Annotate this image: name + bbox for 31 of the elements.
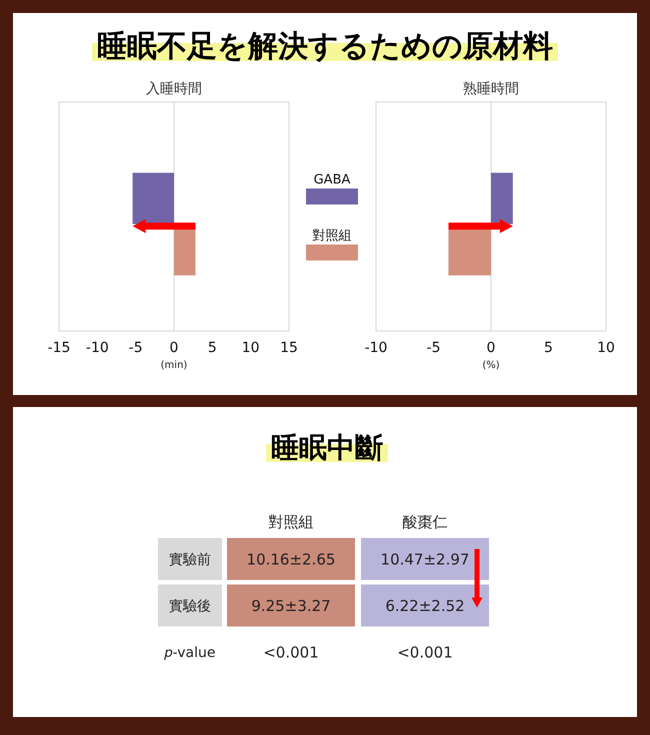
x-tick-label: -10 — [86, 340, 109, 356]
text: 9.25±3.27 — [251, 596, 331, 615]
text: 10.16±2.65 — [246, 550, 336, 568]
text: <0.001 — [397, 643, 453, 662]
x-tick-label: 10 — [597, 340, 615, 356]
x-tick-label: 15 — [280, 340, 298, 356]
x-tick-label: 10 — [242, 340, 260, 356]
chart-title: 睡眠不足を解決するための原材料 — [97, 29, 553, 64]
x-tick-label: -10 — [364, 340, 388, 356]
x-tick-label: 5 — [544, 340, 553, 356]
text: GABA — [314, 172, 350, 188]
text: 10.47±2.97 — [380, 550, 470, 568]
x-tick-label: 5 — [208, 340, 217, 356]
text: 6.22±2.52 — [385, 596, 465, 615]
x-tick-label: 0 — [486, 340, 496, 356]
x-axis-title: (%) — [482, 360, 500, 371]
category-label: 實驗後 — [169, 598, 211, 614]
chart-subtitle: 入睡時間 — [146, 81, 202, 97]
text: 對照組 — [312, 228, 352, 244]
x-axis-title: (min) — [160, 360, 188, 371]
x-tick-label: -15 — [48, 340, 70, 356]
category-label: 酸棗仁 — [402, 513, 448, 531]
x-tick-label: -5 — [128, 340, 143, 356]
x-tick-label: 0 — [170, 340, 178, 356]
x-tick-label: -5 — [426, 340, 440, 356]
category-label: 實驗前 — [169, 552, 211, 568]
category-label: 𝑝-value — [164, 644, 216, 661]
category-label: 對照組 — [268, 513, 314, 531]
chart-title: 熟睡時間 — [463, 81, 519, 97]
text: 睡眠中斷 — [271, 431, 383, 464]
text: <0.001 — [263, 643, 319, 662]
